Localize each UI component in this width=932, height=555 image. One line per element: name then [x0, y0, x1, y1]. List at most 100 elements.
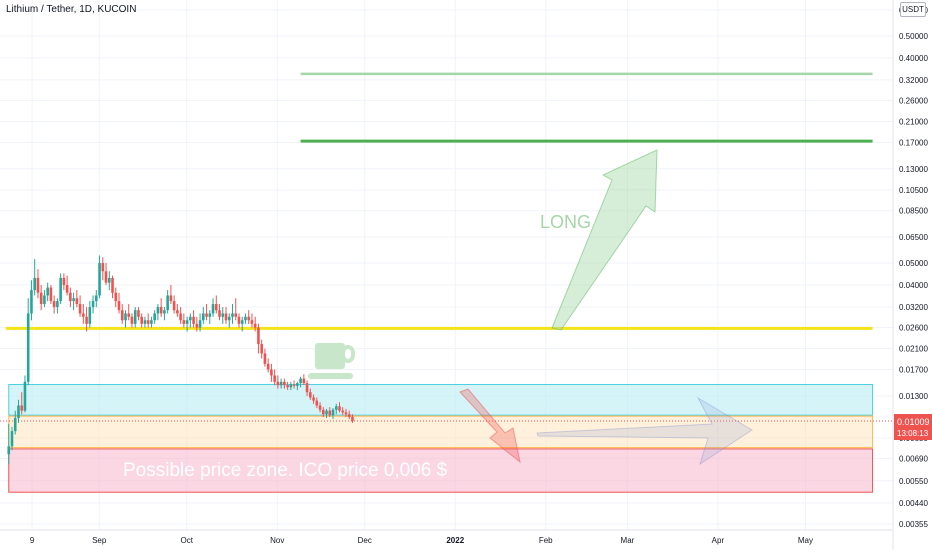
candle-body — [137, 310, 140, 317]
time-tick-label: Feb — [539, 536, 553, 545]
price-tick-label: 0.04000 — [899, 281, 928, 290]
candle-body — [257, 327, 260, 345]
price-tick-label: 0.06500 — [899, 233, 928, 242]
price-tick-label: 0.01700 — [899, 365, 928, 374]
candle-body — [182, 320, 186, 324]
candle-body — [104, 271, 108, 283]
candle-body — [286, 385, 289, 388]
candle-body — [146, 320, 150, 324]
candle-body — [23, 381, 27, 411]
candle-body — [153, 313, 156, 321]
candle-body — [30, 290, 33, 314]
candle-body — [312, 397, 315, 401]
candle-body — [20, 405, 24, 411]
arrows — [459, 149, 753, 466]
candle-body — [98, 263, 101, 296]
price-tick-label: 0.17000 — [899, 138, 928, 147]
candle-body — [130, 316, 134, 324]
candle-body — [328, 410, 332, 416]
zone-label: Possible price zone. ICO price 0,006 $ — [123, 460, 448, 481]
orange-zone — [8, 415, 874, 449]
price-tick-label: 0.10500 — [899, 186, 928, 195]
short-arrow-red — [459, 388, 521, 464]
candle-body — [13, 417, 17, 432]
price-tick-label: 0.21000 — [899, 117, 928, 126]
red-zone — [8, 448, 874, 493]
candle-body — [7, 446, 11, 455]
candle-body — [91, 301, 95, 308]
candle-body — [325, 410, 328, 415]
candle-body — [72, 298, 75, 302]
price-tick-label: 0.26000 — [899, 96, 928, 105]
candle-body — [221, 313, 225, 317]
candle-body — [279, 381, 283, 386]
time-tick-label: Nov — [270, 536, 284, 545]
long-label: LONG — [540, 212, 591, 232]
candle-body — [318, 405, 322, 410]
zones — [8, 383, 874, 493]
price-tick-label: 0.00690 — [899, 454, 928, 463]
candle-body — [150, 320, 153, 324]
time-tick-label: May — [798, 536, 813, 545]
candle-body — [260, 344, 263, 354]
time-tick-label: Sep — [92, 536, 107, 545]
candle-body — [234, 313, 238, 317]
candle-body — [227, 316, 231, 321]
time-tick-label: Dec — [358, 536, 372, 545]
candle-body — [331, 409, 335, 416]
currency-badge[interactable]: USDT — [900, 2, 926, 17]
candle-body — [88, 307, 92, 324]
candle-body — [156, 307, 160, 314]
candle-body — [189, 316, 192, 321]
candle-body — [270, 369, 273, 376]
candle-body — [114, 292, 118, 302]
price-tick-label: 0.08500 — [899, 207, 928, 216]
price-tick-label: 0.01300 — [899, 392, 928, 401]
candle-body — [351, 417, 354, 421]
candle-body — [283, 381, 286, 386]
horizontal-lines[interactable] — [0, 72, 893, 422]
candle-body — [231, 313, 234, 317]
candle-body — [69, 292, 72, 302]
candle-body — [39, 292, 43, 305]
last-price-tag: 0.01009 13:08:13 — [894, 414, 932, 440]
candle-body — [334, 406, 338, 410]
candle-body — [266, 363, 270, 370]
candle-body — [218, 310, 221, 317]
candle-body — [140, 316, 143, 324]
candle-body — [305, 383, 309, 393]
candle-body — [247, 316, 251, 321]
candle-body — [59, 277, 62, 302]
candle-body — [120, 310, 124, 321]
candle-body — [172, 301, 176, 311]
candle-body — [78, 304, 82, 314]
candle-body — [302, 378, 306, 384]
price-tick-label: 0.50000 — [899, 32, 928, 41]
candle-body — [289, 384, 293, 388]
candle-body — [344, 412, 348, 415]
candle-body — [143, 320, 147, 324]
price-tick-label: 0.00550 — [899, 477, 928, 486]
coffee-cup-icon — [308, 343, 355, 379]
candle-body — [250, 320, 254, 324]
price-tick-label: 0.13000 — [899, 165, 928, 174]
candle-body — [205, 313, 208, 317]
candle-body — [17, 405, 20, 418]
time-tick-label: 2022 — [446, 536, 464, 545]
candle-body — [111, 277, 114, 293]
candle-body — [82, 313, 85, 317]
price-tick-label: 0.00355 — [899, 520, 928, 529]
candle-body — [26, 313, 30, 382]
candle-body — [62, 277, 66, 286]
time-tick-label: 9 — [30, 536, 35, 545]
candle-body — [124, 313, 127, 321]
candle-body — [195, 323, 199, 328]
candle-body — [309, 392, 312, 398]
candle-body — [133, 310, 137, 324]
candle-body — [192, 316, 195, 324]
candle-body — [166, 295, 169, 311]
candle-body — [65, 285, 69, 293]
